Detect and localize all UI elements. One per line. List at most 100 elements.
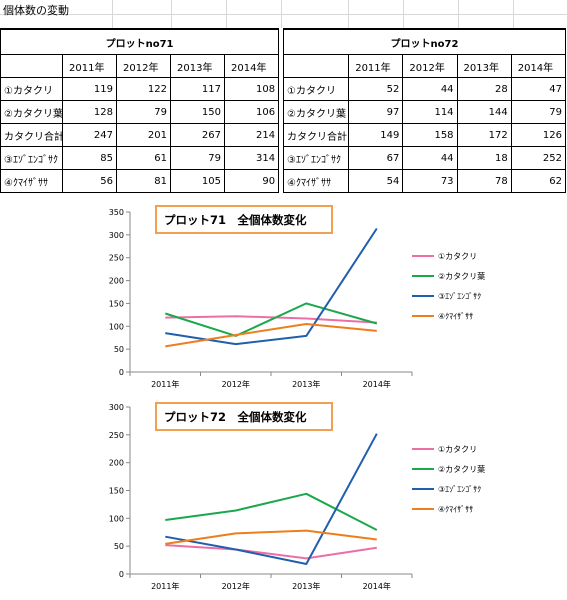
y-tick-label: 200 [109,277,124,286]
year-header-cell[interactable]: 2013年 [170,54,225,78]
year-header-cell[interactable]: 2013年 [456,54,512,78]
year-header-cell[interactable]: 2011年 [348,54,404,78]
value-cell[interactable]: 79 [170,146,225,170]
value-cell[interactable]: 61 [116,146,171,170]
value-cell[interactable]: 128 [62,100,117,124]
table-cell[interactable] [0,54,63,78]
plot71-table: プロットno71 2011年 2012年 2013年 2014年 ①カタクリ 1… [0,28,280,193]
y-tick-label: 0 [119,570,124,579]
value-cell[interactable]: 314 [223,146,280,170]
legend-label: ②カタクリ葉 [438,464,485,474]
value-cell[interactable]: 122 [116,77,171,101]
value-cell[interactable]: 158 [402,123,458,147]
value-cell[interactable]: 67 [348,146,404,170]
value-cell[interactable]: 252 [510,146,567,170]
year-header-cell[interactable]: 2012年 [402,54,458,78]
y-tick-label: 250 [109,431,124,440]
value-cell[interactable]: 267 [170,123,225,147]
y-tick-label: 300 [109,231,124,240]
plot71-chart-svg: 0 50 100 150 200 250 300 350 2011年 2012年 2013年 2014… [109,205,485,389]
y-tick-label: 50 [114,345,124,354]
series-line [164,302,378,337]
value-cell[interactable]: 47 [510,77,567,101]
value-cell[interactable]: 90 [223,169,280,193]
legend-label: ③ｴｿﾞｴﾝｺﾞｻｸ [438,485,481,494]
x-tick-label: 2011年 [151,581,179,591]
year-header-cell[interactable]: 2014年 [223,54,280,78]
value-cell[interactable]: 106 [223,100,280,124]
table-row: ②カタクリ葉 128 79 150 106 [0,100,280,124]
row-label-cell[interactable]: ②カタクリ葉 [282,100,350,124]
value-cell[interactable]: 44 [402,77,458,101]
value-cell[interactable]: 105 [170,169,225,193]
sheet-gridline [0,14,567,15]
value-cell[interactable]: 114 [402,100,458,124]
value-cell[interactable]: 73 [402,169,458,193]
value-cell[interactable]: 144 [456,100,512,124]
value-cell[interactable]: 108 [223,77,280,101]
table-cell[interactable] [282,54,350,78]
value-cell[interactable]: 149 [348,123,404,147]
value-cell[interactable]: 172 [456,123,512,147]
sheet-gridline [513,0,514,28]
row-label-cell[interactable]: ②カタクリ葉 [0,100,63,124]
table-row: カタクリ合計 247 201 267 214 [0,123,280,147]
value-cell[interactable]: 247 [62,123,117,147]
sheet-gridline [458,0,459,28]
table-row: ①カタクリ 119 122 117 108 [0,77,280,101]
plot71-chart[interactable]: 0 50 100 150 200 250 300 350 2011年 2012年 2013年 2014… [100,200,560,390]
row-label-cell[interactable]: ④ｸﾏｲｻﾞｻｻ [0,169,63,193]
value-cell[interactable]: 62 [510,169,567,193]
table-header[interactable]: プロットno71 [0,28,280,55]
sheet-gridline [281,0,282,28]
row-label-cell[interactable]: ④ｸﾏｲｻﾞｻｻ [282,169,350,193]
value-cell[interactable]: 28 [456,77,512,101]
value-cell[interactable]: 85 [62,146,117,170]
value-cell[interactable]: 214 [223,123,280,147]
year-header-cell[interactable]: 2012年 [116,54,171,78]
sheet-gridline [403,0,404,28]
row-label-cell[interactable]: ③ｴｿﾞｴﾝｺﾞｻｸ [282,146,350,170]
value-cell[interactable]: 44 [402,146,458,170]
value-cell[interactable]: 79 [116,100,171,124]
value-cell[interactable]: 150 [170,100,225,124]
value-cell[interactable]: 126 [510,123,567,147]
series-line [165,315,377,324]
series-line [165,323,377,348]
row-label-cell[interactable]: カタクリ合計 [282,123,350,147]
row-label-cell[interactable]: カタクリ合計 [0,123,63,147]
sheet-title: 個体数の変動 [3,4,69,17]
value-cell[interactable]: 117 [170,77,225,101]
year-header-cell[interactable]: 2014年 [510,54,567,78]
value-cell[interactable]: 18 [456,146,512,170]
value-cell[interactable]: 78 [456,169,512,193]
x-tick-label: 2013年 [292,379,320,389]
x-tick-label: 2014年 [363,581,391,591]
table-header[interactable]: プロットno72 [283,28,566,55]
table-row: カタクリ合計 149 158 172 126 [282,123,567,147]
row-label-cell[interactable]: ①カタクリ [282,77,350,101]
plot72-table: プロットno72 2011年 2012年 2013年 2014年 ①カタクリ 5… [282,28,567,193]
year-header-cell[interactable]: 2011年 [62,54,117,78]
value-cell[interactable]: 81 [116,169,171,193]
value-cell[interactable]: 52 [348,77,404,101]
value-cell[interactable]: 201 [116,123,171,147]
value-cell[interactable]: 79 [510,100,567,124]
series-line [165,433,378,565]
row-label-cell[interactable]: ③ｴｿﾞｴﾝｺﾞｻｸ [0,146,63,170]
y-tick-label: 0 [119,368,124,377]
value-cell[interactable]: 119 [62,77,117,101]
plot72-chart[interactable]: 0 50 100 150 200 250 300 2011年 2012年 2013年 2014年 プロ… [100,397,560,597]
legend-label: ④ｸﾏｲｻﾞｻｻ [438,505,473,514]
legend-label: ②カタクリ葉 [438,271,485,281]
row-label-cell[interactable]: ①カタクリ [0,77,63,101]
y-tick-label: 250 [109,254,124,263]
y-tick-label: 100 [109,514,124,523]
legend-label: ④ｸﾏｲｻﾞｻｻ [438,312,473,321]
value-cell[interactable]: 97 [348,100,404,124]
value-cell[interactable]: 56 [62,169,117,193]
value-cell[interactable]: 54 [348,169,404,193]
sheet-gridline [171,0,172,28]
y-tick-label: 150 [109,299,124,308]
table-row: ③ｴｿﾞｴﾝｺﾞｻｸ 85 61 79 314 [0,146,280,170]
